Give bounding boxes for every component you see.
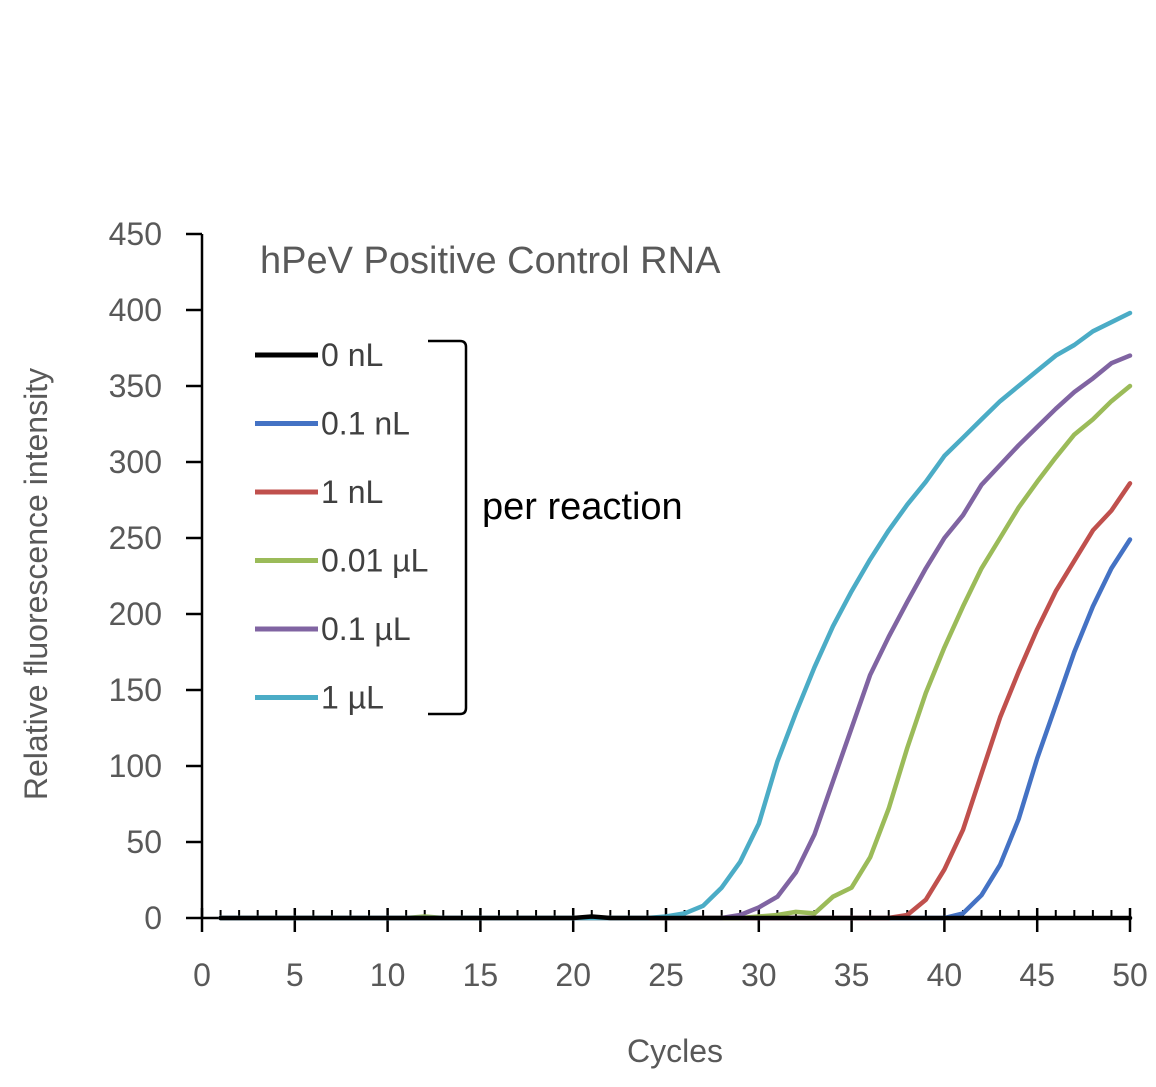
- legend-label-2: 0.1 nL: [321, 406, 410, 442]
- y-tick-label: 450: [109, 216, 162, 252]
- legend-bracket: [428, 339, 468, 716]
- series-line-2: [218, 537, 1133, 921]
- per-reaction-annotation: per reaction: [482, 486, 683, 528]
- y-tick-label: 0: [144, 900, 162, 936]
- y-tick-label: 50: [126, 824, 162, 860]
- x-tick-label: 0: [193, 957, 211, 993]
- series-line-4: [218, 383, 1133, 921]
- y-tick-label: 100: [109, 748, 162, 784]
- x-tick-label: 20: [555, 957, 591, 993]
- x-tick-label: 15: [463, 957, 499, 993]
- x-tick-label: 5: [286, 957, 304, 993]
- x-tick-label: 30: [741, 957, 777, 993]
- legend-label-1: 0 nL: [321, 337, 383, 373]
- series-line-1: [218, 914, 1133, 921]
- y-tick-label: 250: [109, 520, 162, 556]
- x-tick-label: 45: [1019, 957, 1055, 993]
- chart-title: hPeV Positive Control RNA: [260, 240, 721, 282]
- ticks: 0 50 100 150 200 250 300 350 400 450 0 5 10 15 20 25 30 3…: [109, 216, 1148, 993]
- legend-label-4: 0.01 µL: [321, 543, 428, 579]
- y-tick-label: 200: [109, 596, 162, 632]
- x-tick-label: 35: [834, 957, 870, 993]
- y-tick-label: 150: [109, 672, 162, 708]
- y-tick-label: 350: [109, 368, 162, 404]
- legend-label-3: 1 nL: [321, 474, 383, 510]
- x-tick-label: 10: [370, 957, 406, 993]
- x-tick-label: 50: [1112, 957, 1148, 993]
- legend-label-5: 0.1 µL: [321, 611, 411, 647]
- y-tick-label: 300: [109, 444, 162, 480]
- plot-area: [218, 310, 1133, 921]
- x-tick-label: 40: [927, 957, 963, 993]
- y-axis-title: Relative fluorescence intensity: [18, 368, 54, 800]
- legend-label-6: 1 µL: [321, 680, 384, 716]
- x-axis-title: Cycles: [627, 1033, 723, 1069]
- legend: 0 nL 0.1 nL 1 nL 0.01 µL 0.1 µL 1 µL: [255, 337, 428, 716]
- y-tick-label: 400: [109, 292, 162, 328]
- x-tick-label: 25: [648, 957, 684, 993]
